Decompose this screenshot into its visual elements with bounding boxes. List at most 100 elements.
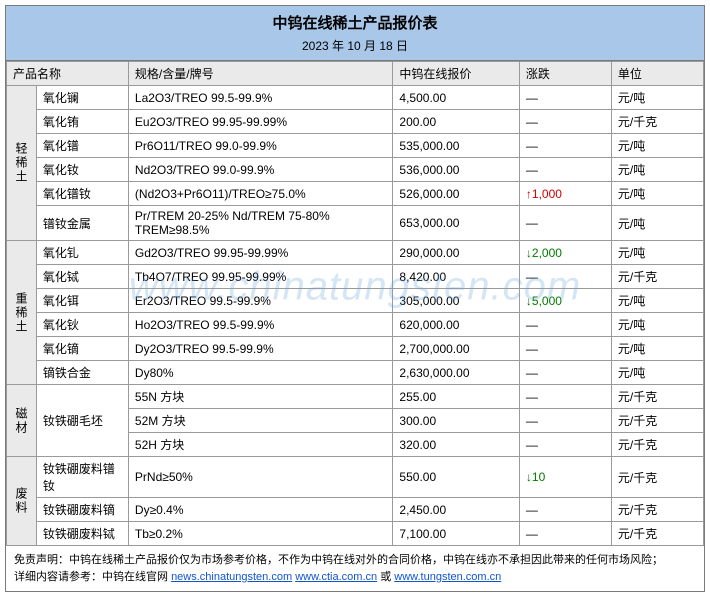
spec-cell: Gd2O3/TREO 99.95-99.99%: [128, 241, 393, 265]
change-cell: —: [519, 337, 611, 361]
product-name-cell: 氧化钆: [36, 241, 128, 265]
page-title: 中钨在线稀土产品报价表: [6, 6, 704, 35]
product-name-cell: 钕铁硼毛坯: [36, 385, 128, 457]
product-name-cell: 氧化铽: [36, 265, 128, 289]
category-cell: 磁材: [7, 385, 37, 457]
price-table: 产品名称 规格/含量/牌号 中钨在线报价 涨跌 单位 轻稀土氧化镧La2O3/T…: [6, 61, 704, 546]
change-cell: —: [519, 134, 611, 158]
spec-cell: Er2O3/TREO 99.5-99.9%: [128, 289, 393, 313]
unit-cell: 元/吨: [611, 361, 703, 385]
price-cell: 200.00: [393, 110, 520, 134]
table-header: 中钨在线稀土产品报价表 2023 年 10 月 18 日: [6, 6, 704, 61]
product-name-cell: 氧化钕: [36, 158, 128, 182]
change-cell: —: [519, 522, 611, 546]
category-cell: 重稀土: [7, 241, 37, 385]
price-cell: 8,420.00: [393, 265, 520, 289]
col-header-change: 涨跌: [519, 62, 611, 86]
price-cell: 620,000.00: [393, 313, 520, 337]
unit-cell: 元/千克: [611, 110, 703, 134]
spec-cell: Ho2O3/TREO 99.5-99.9%: [128, 313, 393, 337]
disclaimer-text-2: 详细内容请参考：中钨在线官网: [14, 571, 171, 583]
change-cell: —: [519, 361, 611, 385]
spec-cell: Tb4O7/TREO 99.95-99.99%: [128, 265, 393, 289]
unit-cell: 元/千克: [611, 522, 703, 546]
unit-cell: 元/千克: [611, 433, 703, 457]
price-table-container: 中钨在线稀土产品报价表 2023 年 10 月 18 日 产品名称 规格/含量/…: [5, 5, 705, 592]
unit-cell: 元/千克: [611, 265, 703, 289]
change-cell: ↓2,000: [519, 241, 611, 265]
change-cell: —: [519, 498, 611, 522]
price-cell: 7,100.00: [393, 522, 520, 546]
change-cell: —: [519, 158, 611, 182]
unit-cell: 元/千克: [611, 457, 703, 498]
table-row: 氧化钕Nd2O3/TREO 99.0-99.9%536,000.00—元/吨: [7, 158, 704, 182]
spec-cell: (Nd2O3+Pr6O11)/TREO≥75.0%: [128, 182, 393, 206]
spec-cell: Eu2O3/TREO 99.95-99.99%: [128, 110, 393, 134]
table-row: 镝铁合金Dy80%2,630,000.00—元/吨: [7, 361, 704, 385]
price-cell: 300.00: [393, 409, 520, 433]
product-name-cell: 氧化镨钕: [36, 182, 128, 206]
unit-cell: 元/千克: [611, 409, 703, 433]
change-cell: ↓5,000: [519, 289, 611, 313]
spec-cell: La2O3/TREO 99.5-99.9%: [128, 86, 393, 110]
table-row: 氧化铕Eu2O3/TREO 99.95-99.99%200.00—元/千克: [7, 110, 704, 134]
unit-cell: 元/吨: [611, 86, 703, 110]
spec-cell: 52M 方块: [128, 409, 393, 433]
disclaimer-text-1: 免责声明：中钨在线稀土产品报价仅为市场参考价格，不作为中钨在线对外的合同价格，中…: [14, 554, 663, 566]
spec-cell: Dy≥0.4%: [128, 498, 393, 522]
table-row: 镨钕金属Pr/TREM 20-25% Nd/TREM 75-80% TREM≥9…: [7, 206, 704, 241]
change-cell: —: [519, 385, 611, 409]
table-row: 钕铁硼废料铽Tb≥0.2%7,100.00—元/千克: [7, 522, 704, 546]
spec-cell: Dy80%: [128, 361, 393, 385]
product-name-cell: 氧化铕: [36, 110, 128, 134]
table-body: 轻稀土氧化镧La2O3/TREO 99.5-99.9%4,500.00—元/吨氧…: [7, 86, 704, 546]
price-cell: 2,450.00: [393, 498, 520, 522]
table-row: 氧化镨钕(Nd2O3+Pr6O11)/TREO≥75.0%526,000.00↑…: [7, 182, 704, 206]
change-cell: —: [519, 409, 611, 433]
table-row: 氧化铒Er2O3/TREO 99.5-99.9%305,000.00↓5,000…: [7, 289, 704, 313]
product-name-cell: 氧化镝: [36, 337, 128, 361]
change-cell: —: [519, 433, 611, 457]
product-name-cell: 氧化钬: [36, 313, 128, 337]
price-cell: 2,700,000.00: [393, 337, 520, 361]
price-cell: 305,000.00: [393, 289, 520, 313]
link-news[interactable]: news.chinatungsten.com: [171, 571, 292, 583]
price-cell: 526,000.00: [393, 182, 520, 206]
table-row: 氧化镝Dy2O3/TREO 99.5-99.9%2,700,000.00—元/吨: [7, 337, 704, 361]
link-ctia[interactable]: www.ctia.com.cn: [295, 571, 377, 583]
table-row: 轻稀土氧化镧La2O3/TREO 99.5-99.9%4,500.00—元/吨: [7, 86, 704, 110]
table-row: 氧化钬Ho2O3/TREO 99.5-99.9%620,000.00—元/吨: [7, 313, 704, 337]
table-row: 重稀土氧化钆Gd2O3/TREO 99.95-99.99%290,000.00↓…: [7, 241, 704, 265]
unit-cell: 元/吨: [611, 337, 703, 361]
price-cell: 320.00: [393, 433, 520, 457]
price-cell: 290,000.00: [393, 241, 520, 265]
table-row: 氧化镨Pr6O11/TREO 99.0-99.9%535,000.00—元/吨: [7, 134, 704, 158]
change-cell: ↓10: [519, 457, 611, 498]
product-name-cell: 镨钕金属: [36, 206, 128, 241]
sep2: 或: [380, 571, 394, 583]
unit-cell: 元/吨: [611, 241, 703, 265]
table-row: 氧化铽Tb4O7/TREO 99.95-99.99%8,420.00—元/千克: [7, 265, 704, 289]
report-date: 2023 年 10 月 18 日: [6, 35, 704, 60]
spec-cell: Pr6O11/TREO 99.0-99.9%: [128, 134, 393, 158]
unit-cell: 元/吨: [611, 206, 703, 241]
spec-cell: 52H 方块: [128, 433, 393, 457]
spec-cell: Dy2O3/TREO 99.5-99.9%: [128, 337, 393, 361]
product-name-cell: 氧化铒: [36, 289, 128, 313]
col-header-name: 产品名称: [7, 62, 129, 86]
change-cell: —: [519, 313, 611, 337]
link-tungsten[interactable]: www.tungsten.com.cn: [394, 571, 501, 583]
price-cell: 535,000.00: [393, 134, 520, 158]
col-header-spec: 规格/含量/牌号: [128, 62, 393, 86]
category-cell: 轻稀土: [7, 86, 37, 241]
unit-cell: 元/吨: [611, 289, 703, 313]
unit-cell: 元/千克: [611, 498, 703, 522]
unit-cell: 元/吨: [611, 182, 703, 206]
change-cell: —: [519, 110, 611, 134]
product-name-cell: 氧化镧: [36, 86, 128, 110]
price-cell: 2,630,000.00: [393, 361, 520, 385]
unit-cell: 元/吨: [611, 158, 703, 182]
change-cell: —: [519, 86, 611, 110]
spec-cell: Tb≥0.2%: [128, 522, 393, 546]
col-header-unit: 单位: [611, 62, 703, 86]
